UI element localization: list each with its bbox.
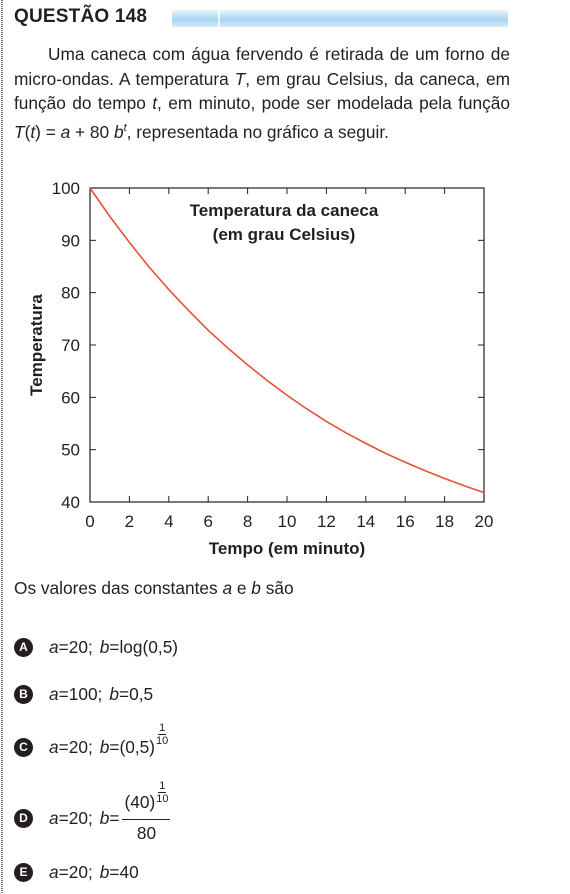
question-header: QUESTÃO 148 [14, 6, 508, 28]
x-tick-label: 6 [203, 512, 212, 531]
temperature-curve [89, 187, 485, 494]
x-tick-label: 16 [396, 512, 415, 531]
model-function: T(t) = a + 80 bt [14, 121, 127, 142]
option-a[interactable]: A a = 20; b = log(0,5) [14, 632, 178, 662]
option-e-text: a = 20; b = 40 [49, 861, 139, 882]
y-tick-label: 60 [61, 388, 80, 407]
option-c[interactable]: C a = 20; b = (0,5) 1 10 [14, 721, 169, 762]
y-tick-label: 90 [61, 231, 80, 250]
x-tick-label: 2 [125, 512, 134, 531]
x-tick-label: 18 [435, 512, 454, 531]
option-b[interactable]: B a = 100; b = 0,5 [14, 679, 153, 709]
option-a-text: a = 20; b = log(0,5) [49, 636, 179, 657]
y-tick-label: 70 [61, 336, 80, 355]
question-prompt: Os valores das constantes a e b são [14, 578, 294, 598]
x-tick-label: 20 [475, 512, 494, 531]
option-a-badge: A [14, 637, 33, 657]
x-axis-ticks: 0 2 4 6 8 10 12 14 16 18 20 [85, 188, 493, 531]
question-title: QUESTÃO 148 [14, 6, 148, 27]
y-tick-label: 100 [52, 179, 80, 198]
left-margin-rule [1, 0, 3, 894]
option-d-fraction: (40) 1 10 80 [122, 780, 171, 843]
option-c-exponent: 1 10 [156, 721, 169, 747]
header-decorative-band [172, 10, 508, 27]
y-axis-label: Temperatura [27, 294, 46, 396]
temperature-chart: 40 50 60 70 80 90 100 0 2 4 6 8 10 12 14 16 18 20 Temper… [27, 179, 493, 558]
x-tick-label: 12 [317, 512, 336, 531]
option-c-text: a = 20; b = (0,5) 1 10 [49, 721, 169, 757]
option-c-badge: C [14, 737, 33, 757]
y-tick-label: 80 [61, 284, 80, 303]
y-tick-label: 40 [61, 493, 80, 512]
option-b-text: a = 100; b = 0,5 [49, 683, 154, 704]
x-tick-label: 0 [85, 512, 94, 531]
option-e-badge: E [14, 862, 33, 882]
x-axis-label: Tempo (em minuto) [209, 539, 365, 558]
x-tick-label: 4 [164, 512, 173, 531]
option-d-badge: D [14, 808, 33, 828]
y-tick-label: 50 [61, 441, 80, 460]
option-d[interactable]: D a = 20; b = (40) 1 10 80 [14, 780, 171, 843]
option-e[interactable]: E a = 20; b = 40 [14, 857, 139, 887]
y-axis-ticks: 40 50 60 70 80 90 100 [52, 179, 484, 512]
option-d-text: a = 20; b = (40) 1 10 80 [49, 780, 171, 843]
x-tick-label: 10 [278, 512, 297, 531]
option-d-exponent: 1 10 [156, 780, 169, 805]
chart-title: Temperatura da caneca [190, 201, 379, 220]
x-tick-label: 8 [243, 512, 252, 531]
question-statement: Uma caneca com água fervendo é retirada … [14, 44, 510, 142]
chart-subtitle: (em grau Celsius) [213, 225, 356, 244]
option-b-badge: B [14, 684, 33, 704]
x-tick-label: 14 [356, 512, 375, 531]
